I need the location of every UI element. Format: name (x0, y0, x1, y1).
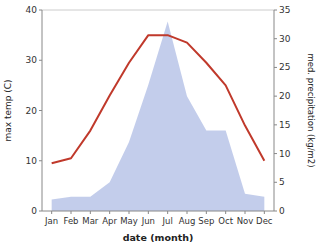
y2-tick-label: 35 (279, 5, 290, 15)
x-tick (129, 211, 130, 214)
precipitation-area (52, 21, 265, 211)
y-tick (39, 211, 42, 212)
x-tick (225, 211, 226, 214)
x-tick-label: Mar (82, 216, 99, 226)
y2-tick-label: 15 (279, 120, 290, 130)
y2-tick-label: 0 (279, 206, 285, 216)
y2-tick-label: 25 (279, 62, 290, 72)
y-tick-label: 30 (26, 55, 38, 65)
y-tick-label: 10 (26, 156, 38, 166)
x-tick (109, 211, 110, 214)
y-tick (39, 60, 42, 61)
x-tick-label: Jul (162, 216, 173, 226)
y-tick (39, 10, 42, 11)
y-tick (39, 160, 42, 161)
y2-tick (274, 10, 277, 11)
y2-tick-label: 20 (279, 91, 291, 101)
x-tick (148, 211, 149, 214)
x-tick-label: Feb (63, 216, 78, 226)
x-tick-label: Nov (237, 216, 254, 226)
x-tick-label: Oct (218, 216, 233, 226)
y-tick-label: 0 (31, 206, 37, 216)
x-tick-label: May (120, 216, 138, 226)
y2-tick (274, 67, 277, 68)
y-tick (39, 110, 42, 111)
x-tick (245, 211, 246, 214)
x-tick (90, 211, 91, 214)
y2-axis-line (274, 10, 275, 211)
y-tick-label: 20 (26, 106, 38, 116)
x-axis-line (42, 211, 274, 212)
x-tick-label: Dec (256, 216, 273, 226)
y2-tick (274, 211, 277, 212)
x-tick-label: Jan (44, 216, 58, 226)
y2-tick-label: 10 (279, 149, 291, 159)
x-tick-label: Apr (102, 216, 117, 226)
x-tick (206, 211, 207, 214)
x-tick (264, 211, 265, 214)
x-tick (167, 211, 168, 214)
y2-tick (274, 153, 277, 154)
x-tick-label: Jun (141, 216, 155, 226)
x-axis-label: date (month) (123, 232, 194, 243)
y-tick-label: 40 (26, 5, 38, 15)
y2-tick (274, 182, 277, 183)
y2-tick-label: 5 (279, 177, 285, 187)
x-tick (71, 211, 72, 214)
x-tick-label: Aug (179, 216, 196, 226)
x-tick (187, 211, 188, 214)
plot-area (52, 21, 265, 211)
chart: Jan Feb MarAprMayJun Jul AugSep Oct NovDec 0 10 2… (0, 0, 318, 247)
y2-tick (274, 38, 277, 39)
y2-tick (274, 96, 277, 97)
x-tick (51, 211, 52, 214)
y2-axis-label: med. precipitation (kg/m2) (306, 53, 316, 167)
y-axis-label: max temp (C) (3, 79, 13, 141)
x-tick-label: Sep (198, 216, 214, 226)
y2-tick (274, 124, 277, 125)
top-border (42, 10, 274, 11)
y2-tick-label: 30 (279, 34, 291, 44)
temperature-line (52, 35, 265, 163)
chart-container: Jan Feb MarAprMayJun Jul AugSep Oct NovDec 0 10 2… (0, 0, 318, 247)
